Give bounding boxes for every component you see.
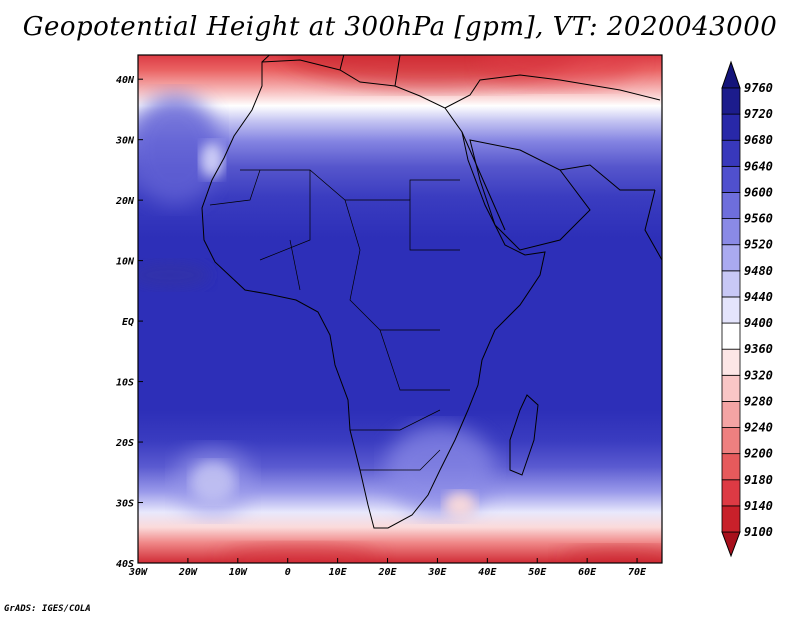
x-tick-label: 30E bbox=[427, 567, 447, 578]
y-tick-label: 20N bbox=[115, 196, 135, 207]
colorbar-swatch bbox=[721, 505, 741, 533]
x-tick-label: 40E bbox=[478, 567, 497, 578]
colorbar-label: 9600 bbox=[744, 185, 773, 199]
colorbar-top-arrow bbox=[721, 60, 741, 89]
colorbar-label: 9200 bbox=[744, 447, 773, 461]
y-tick-label: 20S bbox=[115, 438, 134, 449]
colorbar-swatch bbox=[721, 192, 741, 219]
x-tick-label: 50E bbox=[528, 567, 547, 578]
colorbar-label: 9640 bbox=[744, 159, 773, 173]
colorbar-swatch bbox=[721, 401, 741, 428]
madagascar bbox=[509, 394, 539, 476]
y-tick-label: EQ bbox=[122, 317, 134, 328]
x-tick-label: 60E bbox=[578, 567, 597, 578]
colorbar-swatch bbox=[721, 244, 741, 272]
colorbar-swatch bbox=[721, 453, 741, 481]
colorbar-swatch bbox=[721, 296, 741, 324]
colorbar-swatch bbox=[721, 427, 741, 455]
y-tick-label: 30S bbox=[115, 499, 134, 510]
y-tick-label: 40S bbox=[116, 559, 134, 570]
x-tick-label: 0 bbox=[285, 567, 291, 578]
coastlines bbox=[201, 55, 662, 529]
colorbar-label: 9520 bbox=[744, 238, 773, 252]
africa-coastline bbox=[201, 59, 546, 529]
colorbar-swatch bbox=[721, 165, 741, 193]
colorbar-label: 9240 bbox=[744, 421, 773, 435]
colorbar-label: 9480 bbox=[744, 264, 773, 278]
colorbar-swatch bbox=[721, 113, 741, 141]
colorbar-label: 9320 bbox=[744, 368, 773, 382]
colorbar-swatch bbox=[721, 139, 741, 167]
x-tick-label: 30W bbox=[128, 567, 148, 578]
colorbar-label: 9100 bbox=[744, 525, 773, 539]
colorbar-label: 9360 bbox=[744, 342, 773, 356]
y-tick-label: 30N bbox=[115, 136, 135, 147]
country-borders bbox=[209, 169, 460, 471]
y-tick-label: 10N bbox=[116, 257, 135, 268]
colorbar-label: 9440 bbox=[744, 290, 773, 304]
europe-coast bbox=[261, 55, 661, 109]
colorbar-label: 9140 bbox=[744, 499, 773, 513]
x-axis: 30W 20W 10W 0 10E 20E 30E 40E 50E 60E 70E bbox=[128, 558, 647, 578]
colorbar-swatch bbox=[721, 87, 741, 115]
colorbar-bottom-arrow bbox=[721, 531, 741, 558]
colorbar-swatch bbox=[721, 270, 741, 298]
india bbox=[644, 189, 662, 261]
colorbar-label: 9560 bbox=[744, 212, 773, 226]
colorbar-swatch bbox=[721, 218, 741, 246]
colorbar-swatch bbox=[721, 322, 741, 350]
y-tick-label: 10S bbox=[116, 378, 134, 389]
arabia bbox=[469, 139, 591, 251]
y-axis: 40N 30N 20N 10N EQ 10S 20S 30S 40S bbox=[115, 75, 143, 570]
x-tick-label: 10E bbox=[329, 567, 348, 578]
colorbar-label: 9760 bbox=[744, 81, 773, 95]
height-field bbox=[138, 55, 662, 563]
persian-gulf bbox=[559, 164, 655, 191]
red-sea bbox=[461, 131, 506, 231]
y-tick-label: 40N bbox=[116, 75, 135, 86]
colorbar-label: 9280 bbox=[744, 394, 773, 408]
colorbar-swatch bbox=[721, 479, 741, 507]
map-title: Geopotential Height at 300hPa [gpm], VT:… bbox=[22, 12, 778, 42]
grads-credit: GrADS: IGES/COLA bbox=[4, 604, 91, 614]
colorbar-label: 9180 bbox=[744, 473, 773, 487]
x-tick-label: 20W bbox=[178, 567, 198, 578]
colorbar-label: 9720 bbox=[744, 107, 773, 121]
plot-frame bbox=[137, 54, 663, 564]
colorbar-label: 9680 bbox=[744, 133, 773, 147]
colorbar-swatch bbox=[721, 348, 741, 376]
colorbar: 9100 9140 9180 9200 9240 9280 9320 9360 9400 9440… bbox=[721, 60, 773, 558]
x-tick-label: 70E bbox=[628, 567, 647, 578]
x-tick-label: 20E bbox=[377, 567, 397, 578]
colorbar-label: 9400 bbox=[744, 316, 773, 330]
x-tick-label: 10W bbox=[229, 567, 248, 578]
colorbar-swatch bbox=[721, 374, 741, 402]
